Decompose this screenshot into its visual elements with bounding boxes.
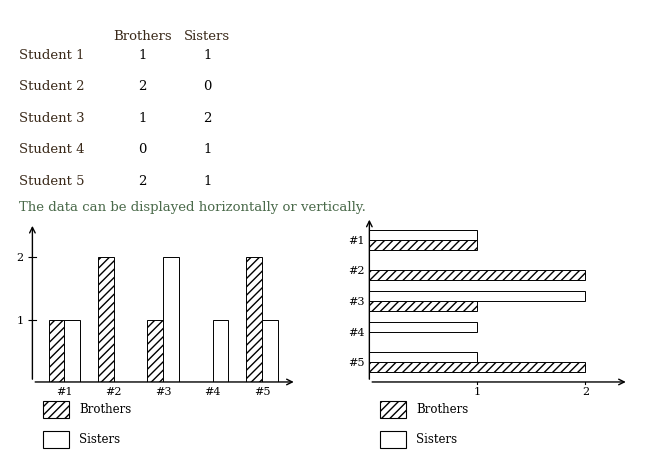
Text: Sisters: Sisters xyxy=(184,30,231,43)
Text: Student 3: Student 3 xyxy=(19,112,85,125)
Text: Sisters: Sisters xyxy=(416,433,457,446)
Bar xyxy=(43,401,69,418)
Bar xyxy=(98,257,114,382)
Bar xyxy=(380,401,406,418)
Text: 2: 2 xyxy=(139,175,146,188)
Text: Brothers: Brothers xyxy=(79,403,132,416)
Bar xyxy=(262,319,278,382)
Text: 1: 1 xyxy=(139,49,146,62)
Bar xyxy=(369,301,478,311)
Bar xyxy=(246,257,262,382)
Bar xyxy=(369,291,585,301)
Bar xyxy=(369,270,585,280)
Text: Student 5: Student 5 xyxy=(19,175,85,188)
Bar xyxy=(369,240,478,250)
Text: Student 4: Student 4 xyxy=(19,143,85,156)
Text: Sisters: Sisters xyxy=(79,433,120,446)
Bar xyxy=(380,431,406,448)
Bar xyxy=(213,319,228,382)
Text: 2: 2 xyxy=(203,112,211,125)
Text: 1: 1 xyxy=(203,175,211,188)
Bar xyxy=(369,352,478,362)
Text: Brothers: Brothers xyxy=(416,403,469,416)
Text: Brothers: Brothers xyxy=(113,30,172,43)
Text: 1: 1 xyxy=(203,49,211,62)
Text: The data can be displayed horizontally or vertically.: The data can be displayed horizontally o… xyxy=(19,201,366,214)
Bar xyxy=(49,319,65,382)
Text: 1: 1 xyxy=(203,143,211,156)
Text: 0: 0 xyxy=(203,80,211,93)
Bar xyxy=(369,362,585,372)
Bar xyxy=(65,319,80,382)
Text: 2: 2 xyxy=(139,80,146,93)
Text: 1: 1 xyxy=(139,112,146,125)
Text: Student 1: Student 1 xyxy=(19,49,85,62)
Bar xyxy=(148,319,163,382)
Bar xyxy=(43,431,69,448)
Text: 0: 0 xyxy=(139,143,146,156)
Text: Student 2: Student 2 xyxy=(19,80,85,93)
Bar xyxy=(369,322,478,332)
Bar xyxy=(369,230,478,240)
Bar xyxy=(163,257,179,382)
